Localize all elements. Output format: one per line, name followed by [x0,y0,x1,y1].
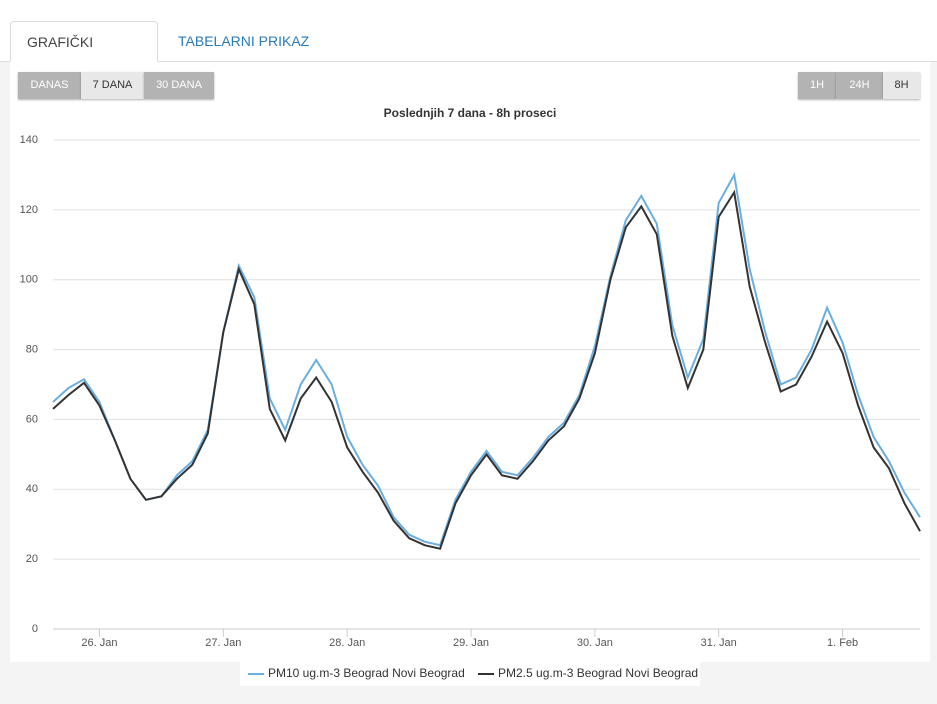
chart-panel [10,62,930,662]
legend-label: PM2.5 ug.m-3 Beograd Novi Beograd [498,666,698,680]
average-button[interactable]: 24H [836,72,883,99]
range-button[interactable]: DANAS [18,72,81,99]
y-tick-label: 120 [20,204,38,216]
x-tick-label: 26. Jan [81,637,117,649]
tab[interactable]: TABELARNI PRIKAZ [178,33,310,49]
y-tick-label: 0 [32,623,38,635]
x-tick-label: 31. Jan [701,637,737,649]
range-button[interactable]: 7 DANA [81,72,144,99]
x-tick-label: 29. Jan [453,637,489,649]
range-button[interactable]: 30 DANA [144,72,214,99]
legend-label: PM10 ug.m-3 Beograd Novi Beograd [268,666,465,680]
y-tick-label: 60 [26,413,38,425]
chart-title: Poslednjih 7 dana - 8h proseci [384,106,557,120]
x-tick-label: 1. Feb [827,637,858,649]
x-tick-label: 28. Jan [329,637,365,649]
average-button[interactable]: 1H [798,72,836,99]
y-tick-label: 100 [20,274,38,286]
average-button[interactable]: 8H [883,72,920,99]
y-tick-label: 40 [26,483,38,495]
tab-bar: GRAFIČKI PRIKAZ TABELARNI PRIKAZ [0,0,937,91]
y-tick-label: 80 [26,343,38,355]
y-tick-label: 20 [26,553,38,565]
y-tick-label: 140 [20,134,38,146]
x-tick-label: 27. Jan [205,637,241,649]
series-line [52,189,921,550]
x-tick-label: 30. Jan [577,637,613,649]
series-line [52,171,921,547]
legend-box [240,662,700,686]
